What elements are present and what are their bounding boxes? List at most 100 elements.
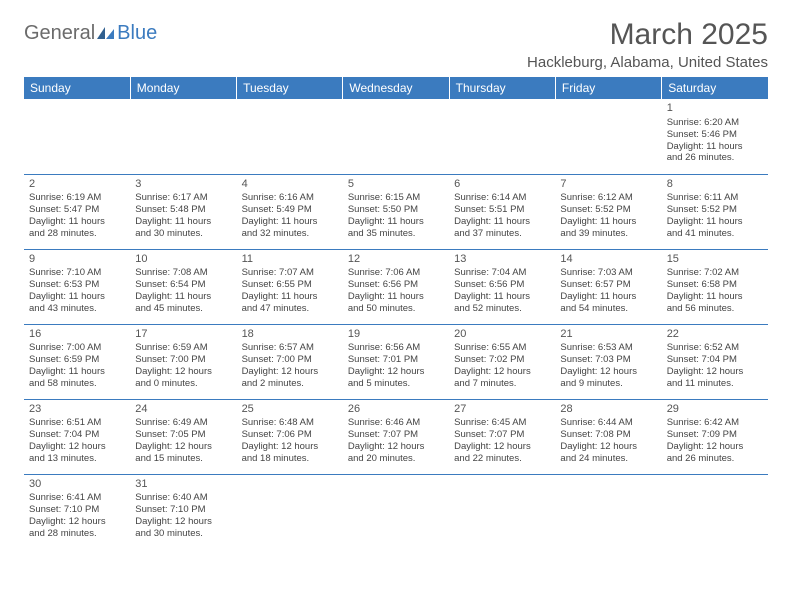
sunrise-text: Sunrise: 7:08 AM xyxy=(135,267,231,279)
sunrise-text: Sunrise: 7:03 AM xyxy=(560,267,656,279)
sunset-text: Sunset: 7:10 PM xyxy=(135,504,231,516)
calendar-cell xyxy=(662,474,768,549)
daylight-text: Daylight: 12 hours xyxy=(560,366,656,378)
day-number: 26 xyxy=(348,403,444,417)
daylight-text: Daylight: 11 hours xyxy=(242,291,338,303)
calendar-week-row: 9Sunrise: 7:10 AMSunset: 6:53 PMDaylight… xyxy=(24,249,768,324)
daylight-text: Daylight: 12 hours xyxy=(29,441,125,453)
sunset-text: Sunset: 7:09 PM xyxy=(667,429,763,441)
calendar-cell: 16Sunrise: 7:00 AMSunset: 6:59 PMDayligh… xyxy=(24,324,130,399)
calendar-cell xyxy=(24,99,130,174)
daylight-text: and 0 minutes. xyxy=(135,378,231,390)
daylight-text: Daylight: 11 hours xyxy=(29,366,125,378)
daylight-text: Daylight: 11 hours xyxy=(560,216,656,228)
calendar-cell: 23Sunrise: 6:51 AMSunset: 7:04 PMDayligh… xyxy=(24,399,130,474)
sunrise-text: Sunrise: 6:56 AM xyxy=(348,342,444,354)
daylight-text: and 37 minutes. xyxy=(454,228,550,240)
day-number: 15 xyxy=(667,253,763,267)
daylight-text: and 43 minutes. xyxy=(29,303,125,315)
daylight-text: and 26 minutes. xyxy=(667,453,763,465)
sunrise-text: Sunrise: 6:17 AM xyxy=(135,192,231,204)
daylight-text: and 7 minutes. xyxy=(454,378,550,390)
daylight-text: and 30 minutes. xyxy=(135,528,231,540)
title-block: March 2025 Hackleburg, Alabama, United S… xyxy=(527,18,768,71)
weekday-header-row: Sunday Monday Tuesday Wednesday Thursday… xyxy=(24,77,768,99)
day-number: 8 xyxy=(667,178,763,192)
calendar-cell: 25Sunrise: 6:48 AMSunset: 7:06 PMDayligh… xyxy=(237,399,343,474)
day-number: 14 xyxy=(560,253,656,267)
logo: General Blue xyxy=(24,22,157,45)
sunrise-text: Sunrise: 7:04 AM xyxy=(454,267,550,279)
sunrise-text: Sunrise: 6:42 AM xyxy=(667,417,763,429)
sunrise-text: Sunrise: 6:52 AM xyxy=(667,342,763,354)
sunset-text: Sunset: 6:58 PM xyxy=(667,279,763,291)
weekday-header: Monday xyxy=(130,77,236,99)
day-number: 18 xyxy=(242,328,338,342)
daylight-text: and 9 minutes. xyxy=(560,378,656,390)
daylight-text: Daylight: 11 hours xyxy=(29,216,125,228)
daylight-text: Daylight: 12 hours xyxy=(560,441,656,453)
calendar-cell: 3Sunrise: 6:17 AMSunset: 5:48 PMDaylight… xyxy=(130,174,236,249)
daylight-text: and 50 minutes. xyxy=(348,303,444,315)
sunrise-text: Sunrise: 6:14 AM xyxy=(454,192,550,204)
weekday-header: Thursday xyxy=(449,77,555,99)
daylight-text: and 58 minutes. xyxy=(29,378,125,390)
sunrise-text: Sunrise: 6:41 AM xyxy=(29,492,125,504)
header: General Blue March 2025 Hackleburg, Alab… xyxy=(24,18,768,71)
calendar-cell xyxy=(449,99,555,174)
logo-text-general: General xyxy=(24,22,95,45)
day-number: 21 xyxy=(560,328,656,342)
calendar-cell: 7Sunrise: 6:12 AMSunset: 5:52 PMDaylight… xyxy=(555,174,661,249)
calendar-cell xyxy=(343,99,449,174)
calendar-cell: 24Sunrise: 6:49 AMSunset: 7:05 PMDayligh… xyxy=(130,399,236,474)
sunset-text: Sunset: 7:07 PM xyxy=(348,429,444,441)
location: Hackleburg, Alabama, United States xyxy=(527,54,768,71)
calendar-cell xyxy=(449,474,555,549)
sunset-text: Sunset: 6:54 PM xyxy=(135,279,231,291)
daylight-text: and 39 minutes. xyxy=(560,228,656,240)
day-number: 27 xyxy=(454,403,550,417)
calendar-week-row: 23Sunrise: 6:51 AMSunset: 7:04 PMDayligh… xyxy=(24,399,768,474)
daylight-text: Daylight: 12 hours xyxy=(667,441,763,453)
daylight-text: Daylight: 12 hours xyxy=(348,441,444,453)
daylight-text: and 2 minutes. xyxy=(242,378,338,390)
daylight-text: Daylight: 11 hours xyxy=(667,216,763,228)
day-number: 12 xyxy=(348,253,444,267)
calendar-cell: 1Sunrise: 6:20 AMSunset: 5:46 PMDaylight… xyxy=(662,99,768,174)
day-number: 6 xyxy=(454,178,550,192)
daylight-text: and 13 minutes. xyxy=(29,453,125,465)
calendar-cell: 11Sunrise: 7:07 AMSunset: 6:55 PMDayligh… xyxy=(237,249,343,324)
sunset-text: Sunset: 5:50 PM xyxy=(348,204,444,216)
sail-icon xyxy=(97,27,115,41)
day-number: 20 xyxy=(454,328,550,342)
calendar-cell: 12Sunrise: 7:06 AMSunset: 6:56 PMDayligh… xyxy=(343,249,449,324)
sunset-text: Sunset: 7:00 PM xyxy=(242,354,338,366)
sunrise-text: Sunrise: 7:10 AM xyxy=(29,267,125,279)
day-number: 5 xyxy=(348,178,444,192)
calendar-table: Sunday Monday Tuesday Wednesday Thursday… xyxy=(24,77,768,549)
calendar-cell xyxy=(343,474,449,549)
sunset-text: Sunset: 7:00 PM xyxy=(135,354,231,366)
sunset-text: Sunset: 5:47 PM xyxy=(29,204,125,216)
daylight-text: Daylight: 11 hours xyxy=(348,291,444,303)
weekday-header: Wednesday xyxy=(343,77,449,99)
month-title: March 2025 xyxy=(527,18,768,52)
calendar-cell: 13Sunrise: 7:04 AMSunset: 6:56 PMDayligh… xyxy=(449,249,555,324)
calendar-cell xyxy=(237,99,343,174)
day-number: 17 xyxy=(135,328,231,342)
sunset-text: Sunset: 5:48 PM xyxy=(135,204,231,216)
sunrise-text: Sunrise: 6:51 AM xyxy=(29,417,125,429)
calendar-cell: 8Sunrise: 6:11 AMSunset: 5:52 PMDaylight… xyxy=(662,174,768,249)
sunset-text: Sunset: 7:03 PM xyxy=(560,354,656,366)
sunset-text: Sunset: 7:02 PM xyxy=(454,354,550,366)
calendar-cell: 21Sunrise: 6:53 AMSunset: 7:03 PMDayligh… xyxy=(555,324,661,399)
sunrise-text: Sunrise: 7:02 AM xyxy=(667,267,763,279)
daylight-text: Daylight: 11 hours xyxy=(667,141,763,153)
calendar-cell: 5Sunrise: 6:15 AMSunset: 5:50 PMDaylight… xyxy=(343,174,449,249)
calendar-cell: 14Sunrise: 7:03 AMSunset: 6:57 PMDayligh… xyxy=(555,249,661,324)
day-number: 28 xyxy=(560,403,656,417)
day-number: 30 xyxy=(29,478,125,492)
calendar-cell: 19Sunrise: 6:56 AMSunset: 7:01 PMDayligh… xyxy=(343,324,449,399)
weekday-header: Saturday xyxy=(662,77,768,99)
daylight-text: and 5 minutes. xyxy=(348,378,444,390)
